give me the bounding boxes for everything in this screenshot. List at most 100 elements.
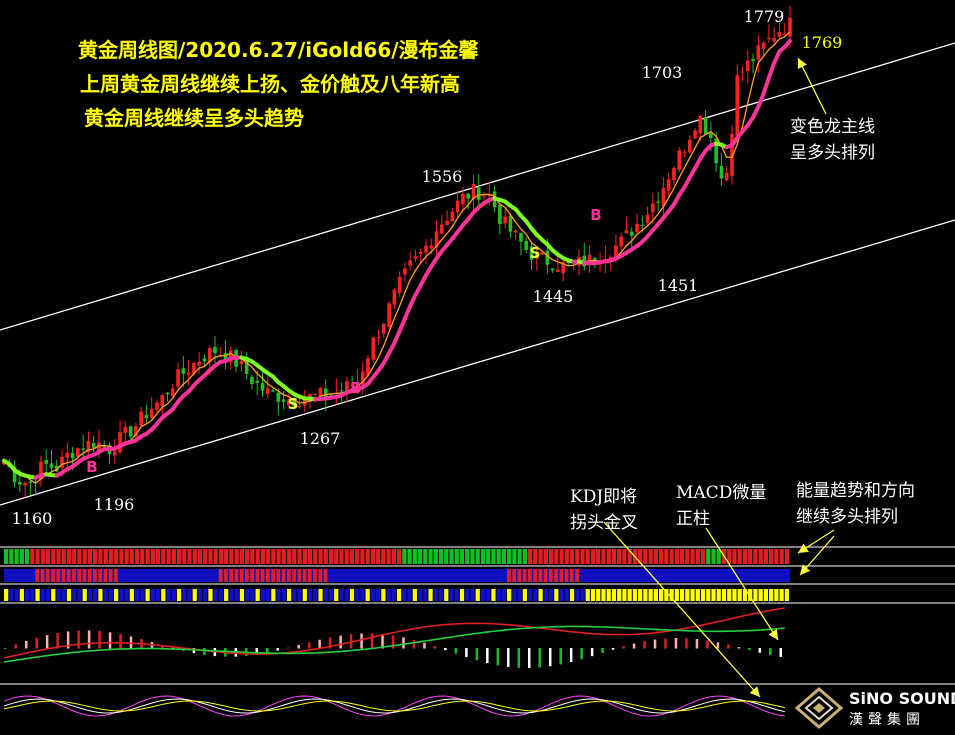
candle-body	[482, 195, 486, 197]
candle-body	[751, 58, 755, 62]
trend-bar	[171, 589, 176, 601]
candle-body	[740, 71, 745, 73]
trend-bar	[402, 589, 407, 601]
channel-lower-line	[0, 219, 955, 506]
energy-bar	[501, 549, 507, 564]
energy-bar	[769, 549, 774, 564]
trend-bar	[769, 589, 774, 601]
trend-bar	[737, 589, 742, 601]
energy-bar	[87, 549, 93, 564]
macd-dea-line	[3, 625, 785, 663]
energy-bar	[779, 549, 784, 564]
direction-bar-red	[77, 569, 82, 582]
arrow-dragon	[797, 57, 827, 115]
energy-bar	[533, 549, 538, 564]
energy-bar	[475, 549, 480, 564]
candle-body	[239, 360, 244, 365]
candle-body	[519, 232, 523, 242]
candle-body	[76, 448, 80, 457]
candle-body	[687, 139, 692, 153]
macd-histogram-bar	[454, 648, 458, 654]
trend-bar	[61, 589, 66, 601]
direction-bar-red	[255, 569, 260, 582]
candle-body	[244, 360, 249, 374]
energy-bar	[659, 549, 664, 564]
macd-histogram-bar	[171, 647, 175, 649]
energy-bar	[370, 549, 376, 564]
price-label: 1451	[658, 276, 699, 295]
candle-body	[466, 193, 471, 199]
macd-histogram-bar	[266, 648, 269, 653]
energy-bar	[234, 549, 239, 564]
trend-bar	[638, 589, 643, 601]
trend-bar	[596, 589, 601, 601]
energy-bar	[250, 549, 255, 564]
trend-bar	[496, 589, 501, 601]
energy-bar	[763, 549, 769, 564]
trend-bar	[501, 589, 507, 601]
trend-bar	[9, 589, 14, 601]
energy-bar	[716, 549, 721, 564]
energy-bar	[14, 549, 19, 564]
energy-bar	[402, 549, 407, 564]
macd-histogram-bar	[108, 632, 112, 649]
candle-body	[534, 251, 539, 259]
trend-bar	[585, 589, 590, 601]
energy-bar	[56, 549, 61, 564]
energy-bar	[61, 549, 66, 564]
trend-bar	[512, 589, 517, 601]
candle-body	[719, 165, 724, 179]
trend-bar	[224, 589, 229, 601]
energy-bar	[171, 549, 176, 564]
candle-body	[556, 269, 560, 272]
macd-histogram-bar	[727, 644, 730, 649]
direction-bar-red	[507, 569, 511, 582]
trend-bar	[229, 589, 234, 601]
energy-bar	[135, 549, 140, 564]
candle-body	[540, 252, 544, 255]
trend-bar	[517, 589, 522, 601]
direction-bar-red	[56, 569, 61, 582]
candle-body	[134, 426, 138, 437]
energy-bar	[596, 549, 601, 564]
energy-bar	[695, 549, 700, 564]
direction-bar-red	[114, 569, 118, 582]
trend-bar	[679, 589, 685, 601]
trend-bar	[590, 589, 596, 601]
candle-body	[297, 406, 302, 408]
trend-bar	[601, 589, 606, 601]
candle-body	[476, 187, 481, 200]
macd-histogram-bar	[706, 640, 709, 649]
energy-bar	[302, 549, 307, 564]
candle-body	[635, 223, 639, 233]
trend-bar	[103, 589, 108, 601]
candle-body	[271, 390, 275, 392]
energy-bar	[507, 549, 512, 564]
trend-bar	[203, 589, 208, 601]
trend-bar	[711, 589, 716, 601]
candle-body	[582, 255, 587, 267]
energy-bar	[784, 549, 789, 564]
main-trend-segment	[402, 304, 413, 321]
price-label: 1779	[744, 7, 785, 26]
macd-histogram-bar	[318, 639, 321, 649]
macd-histogram-bar	[507, 648, 510, 667]
macd-histogram-bar	[748, 648, 751, 651]
trend-bar	[465, 589, 470, 601]
arrow-energy-1-head	[798, 543, 809, 553]
trend-bar	[554, 589, 559, 601]
direction-bar-red	[250, 569, 255, 582]
energy-bar	[150, 549, 155, 564]
trend-bar	[281, 589, 286, 601]
macd-histogram-bar	[758, 648, 762, 653]
trend-bar	[245, 589, 250, 601]
energy-bar	[114, 549, 119, 564]
candle-body	[376, 336, 381, 338]
energy-bar	[292, 549, 297, 564]
energy-bar	[590, 549, 596, 564]
trend-bar	[271, 589, 276, 601]
energy-bar	[35, 549, 40, 564]
trend-bar	[475, 589, 480, 601]
energy-bar	[9, 549, 14, 564]
